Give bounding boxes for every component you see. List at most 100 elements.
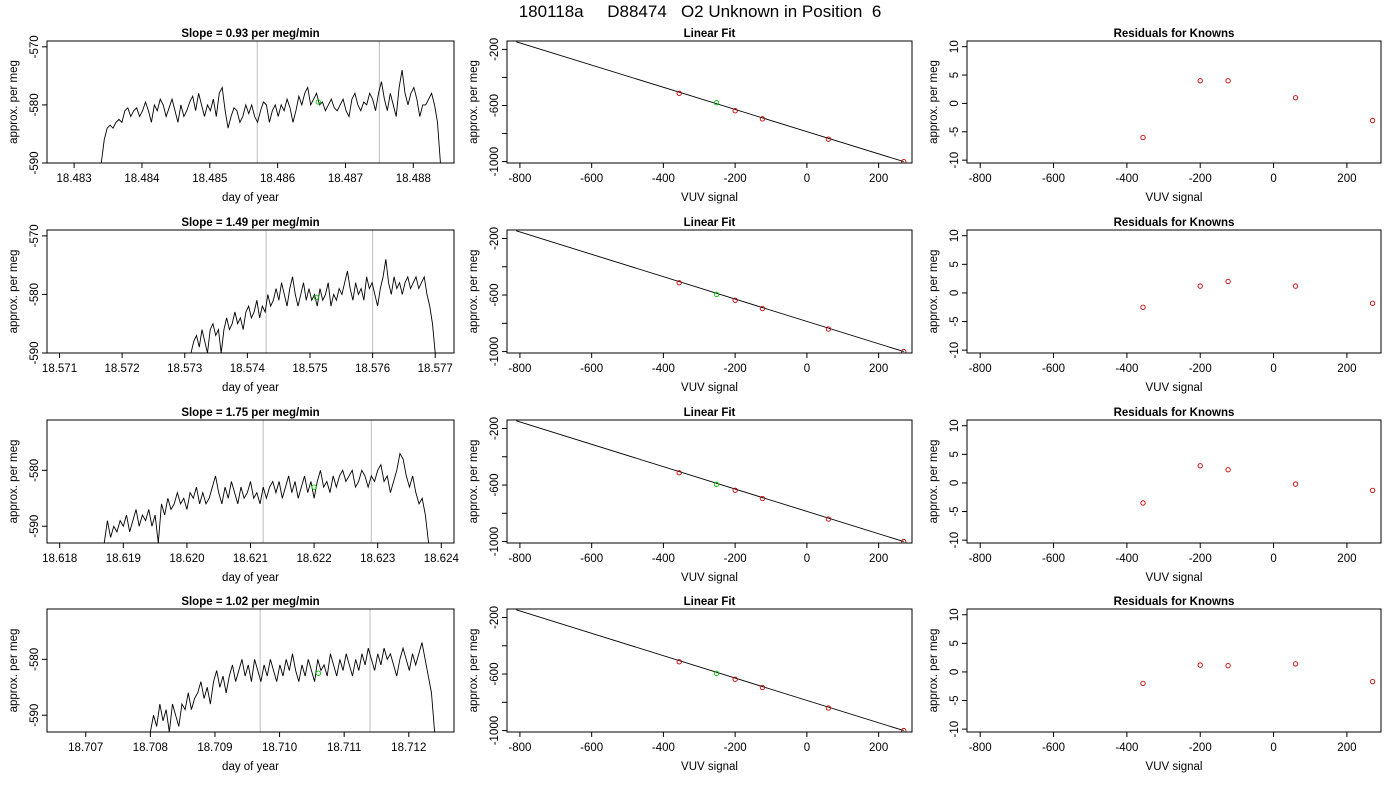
x-tick-label: -400: [652, 742, 675, 754]
x-tick-label: -600: [580, 742, 603, 754]
residual-point: [1292, 481, 1299, 487]
timeseries-line: [100, 69, 441, 163]
y-tick-label: -590: [29, 341, 41, 364]
residual-point: [1292, 283, 1299, 289]
known-point: [759, 305, 766, 312]
plot-area: [516, 230, 907, 353]
x-tick-label: -200: [724, 742, 747, 754]
x-tick-label: 200: [869, 363, 888, 375]
x-tick-label: -200: [1189, 173, 1212, 185]
known-point: [676, 659, 682, 665]
y-tick-label: -1000: [489, 527, 501, 556]
y-tick-label: -200: [489, 606, 501, 629]
panel-title: Linear Fit: [684, 596, 736, 608]
x-axis-label: VUV signal: [1146, 572, 1203, 584]
known-point: [825, 326, 832, 332]
x-tick-label: 0: [804, 173, 810, 185]
x-tick-label: 18.484: [124, 173, 160, 185]
x-tick-label: -600: [1042, 742, 1065, 754]
plot-area: [1140, 278, 1376, 310]
timeseries-panel-row-2: Slope = 1.75 per meg/min 18.618 18.619 18.6…: [8, 407, 459, 584]
plot-frame: [46, 229, 455, 354]
y-axis-label: approx. per meg: [468, 250, 480, 334]
panel-title: Residuals for Knowns: [1114, 596, 1235, 608]
x-tick-label: -400: [1115, 742, 1138, 754]
plot-area: [1140, 463, 1376, 506]
residuals-panel-row-1: Residuals for Knowns -800 -600 -400 -200 0 200…: [928, 217, 1382, 394]
x-tick-label: 18.485: [192, 173, 227, 185]
x-tick-label: 18.623: [360, 553, 395, 565]
x-tick-label: 18.621: [233, 553, 268, 565]
y-tick-label: -580: [29, 459, 41, 482]
residual-point: [1369, 117, 1376, 124]
plot-area: [1140, 661, 1376, 687]
y-tick-label: 5: [949, 72, 961, 78]
y-axis-label: approx. per meg: [928, 440, 940, 524]
fit-line: [516, 41, 904, 163]
x-tick-label: 200: [1337, 742, 1356, 754]
residual-point: [1140, 680, 1146, 687]
fit-line: [516, 609, 904, 732]
x-tick-label: 0: [1270, 173, 1276, 185]
plot-frame: [966, 229, 1382, 354]
residual-point: [1369, 300, 1376, 306]
x-tick-label: -600: [580, 363, 603, 375]
x-axis-label: day of year: [222, 761, 279, 773]
y-tick-label: -1000: [489, 337, 501, 366]
x-tick-label: -400: [1115, 553, 1138, 565]
x-axis-label: VUV signal: [1146, 761, 1203, 773]
residuals-panel-row-2: Residuals for Knowns -800 -600 -400 -200 0 200…: [928, 407, 1382, 584]
x-tick-label: -200: [724, 173, 747, 185]
y-tick-label: -10: [949, 532, 961, 549]
x-axis-label: VUV signal: [1146, 192, 1203, 204]
y-tick-label: 10: [949, 40, 961, 53]
y-axis-label: approx. per meg: [468, 440, 480, 524]
timeseries-line: [149, 642, 436, 732]
x-tick-label: 0: [804, 553, 810, 565]
plot-area: [190, 230, 436, 353]
x-tick-label: 18.577: [418, 363, 453, 375]
unknown-point: [315, 670, 321, 676]
x-tick-label: 18.572: [105, 363, 140, 375]
y-tick-label: -590: [29, 515, 41, 538]
known-point: [901, 727, 907, 732]
x-tick-label: -200: [724, 363, 747, 375]
y-tick-label: -5: [949, 695, 961, 705]
unknown-point: [311, 484, 317, 490]
residual-point: [1197, 78, 1203, 84]
x-axis-label: day of year: [222, 382, 279, 394]
x-tick-label: 18.487: [328, 173, 363, 185]
x-tick-label: -600: [580, 553, 603, 565]
x-tick-label: 18.573: [167, 363, 202, 375]
x-tick-label: -800: [969, 173, 992, 185]
y-tick-label: -580: [29, 93, 41, 116]
y-tick-label: -10: [949, 342, 961, 359]
residual-point: [1292, 95, 1299, 101]
unknown-point: [315, 99, 321, 105]
known-point: [759, 116, 766, 122]
x-tick-label: -600: [1042, 173, 1065, 185]
x-tick-label: 200: [1337, 363, 1356, 375]
x-tick-label: 0: [804, 363, 810, 375]
known-point: [732, 297, 738, 303]
linear_fit-panel-row-2: Linear Fit -800 -600 -400 -200 0 200 VUV signal…: [468, 407, 913, 584]
residuals-panel-row-0: Residuals for Knowns -800 -600 -400 -200 0 200…: [928, 28, 1382, 204]
y-axis-label: approx. per meg: [928, 250, 940, 334]
unknown-point: [713, 100, 720, 106]
x-tick-label: 18.711: [327, 742, 361, 754]
y-tick-label: 10: [949, 419, 961, 432]
x-tick-label: -600: [1042, 363, 1065, 375]
y-tick-label: 5: [949, 261, 961, 267]
plot-area: [516, 609, 907, 732]
residual-point: [1369, 679, 1376, 685]
x-tick-label: 18.488: [396, 173, 431, 185]
panel-title: Slope = 1.49 per meg/min: [181, 217, 319, 229]
y-axis-label: approx. per meg: [8, 629, 20, 713]
y-axis-label: approx. per meg: [8, 440, 20, 524]
residual-point: [1225, 78, 1231, 84]
x-tick-label: 200: [1337, 553, 1356, 565]
known-point: [825, 516, 832, 522]
y-tick-label: 5: [949, 451, 961, 457]
y-tick-label: -10: [949, 721, 961, 738]
